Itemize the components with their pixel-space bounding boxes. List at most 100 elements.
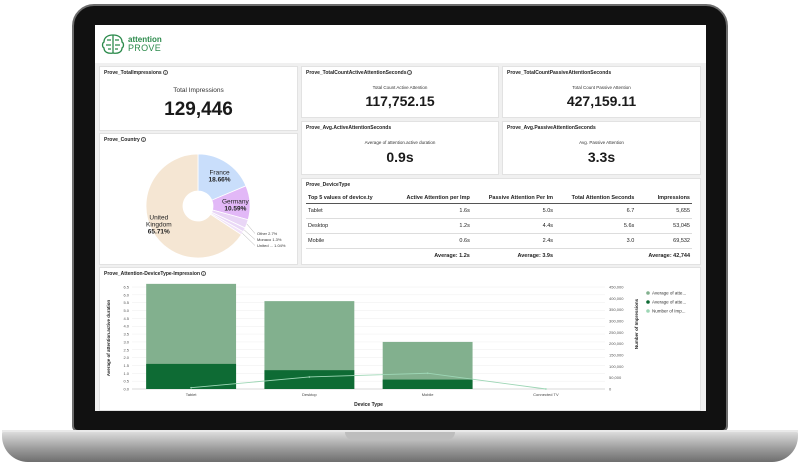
table-cell: 1.2s [389, 218, 472, 234]
metric-value: 129,446 [164, 99, 233, 120]
table-cell: 5,655 [636, 203, 692, 219]
table-cell: Desktop [306, 218, 390, 234]
y2-tick-label: 200,000 [609, 341, 624, 346]
impressions-point [308, 376, 311, 378]
impressions-point [190, 386, 193, 389]
table-cell: Mobile [306, 233, 390, 249]
y-axis-title: Average of attention.active duration [106, 299, 111, 376]
table-cell: 3.0 [555, 233, 637, 249]
table-cell: 2.4s [471, 233, 556, 249]
y-tick-label: 0.5 [123, 379, 129, 384]
x-tick-label: Connected TV [533, 392, 559, 397]
column-header-passive[interactable]: Passive Attention Per Im [471, 193, 556, 204]
x-tick-label: Mobile [422, 392, 435, 397]
brand-text: attention PROVE [128, 34, 162, 53]
brand-line1: attention [128, 34, 162, 44]
pie-leader-line [242, 233, 256, 246]
info-icon[interactable]: i [407, 70, 413, 76]
y-tick-label: 4.0 [123, 324, 129, 329]
metric-value: 3.3s [587, 149, 616, 165]
average-cell: Average: 42,744 [636, 248, 692, 263]
table-cell [555, 248, 637, 263]
metric-value: 117,752.15 [365, 93, 435, 109]
y-tick-label: 6.5 [123, 285, 129, 290]
metric-value: 427,159.11 [566, 93, 637, 109]
table-row[interactable]: Mobile 0.6s 2.4s 3.0 69,532 [306, 233, 692, 249]
y-tick-label: 1.0 [123, 371, 129, 376]
card-title: Prove_Avg.ActiveAttentionSeconds [306, 125, 392, 131]
pie-outside-label: Monaco 1.3% [257, 237, 282, 242]
info-icon[interactable]: i [201, 271, 207, 277]
pie-slice-value: 18.66% [209, 177, 231, 184]
y-tick-label: 3.5 [123, 332, 129, 337]
table-cell: 4.4s [471, 218, 556, 234]
avg-passive-card: Prove_Avg.PassiveAttentionSeconds Avg. P… [502, 121, 701, 175]
column-header-device[interactable]: Top 5 values of device.ty [306, 193, 390, 204]
y2-tick-label: 450,000 [609, 285, 624, 290]
y2-tick-label: 350,000 [609, 307, 624, 312]
pie-outside-label: Other 2.7% [257, 231, 278, 236]
country-card: Prove_Country i France 18.66% Germany 10.59%… [99, 133, 298, 265]
dashboard-screen: attention PROVE Prove_TotalImpressions i … [95, 25, 706, 411]
pie-slice-label: France [209, 170, 230, 177]
y2-tick-label: 150,000 [609, 353, 624, 358]
y-tick-label: 6.0 [123, 292, 129, 297]
brand-logo[interactable]: attention PROVE [101, 33, 162, 55]
bar-active-attention [264, 370, 355, 389]
table-header-row: Top 5 values of device.ty Active Attenti… [306, 193, 692, 204]
legend-label: Average of atte... [652, 300, 686, 305]
metric-label: Average of attention.active duration [364, 140, 436, 145]
y-tick-label: 4.5 [123, 316, 129, 321]
average-cell: Average: 3.9s [471, 248, 556, 263]
table-cell: 1.6s [389, 203, 472, 219]
info-icon[interactable]: i [162, 70, 168, 76]
attention-device-chart-card: Prove_Attention-DeviceType-Impression i 0… [99, 267, 701, 411]
y2-tick-label: 0 [609, 387, 612, 392]
card-title: Prove_Avg.PassiveAttentionSeconds [507, 125, 596, 131]
y2-axis-title: Number of Impressions [634, 298, 639, 349]
y2-tick-label: 250,000 [609, 330, 624, 335]
brain-logo-icon [101, 34, 125, 54]
table-row[interactable]: Desktop 1.2s 4.4s 5.6s 53,045 [306, 218, 692, 234]
card-title: Prove_DeviceType [306, 182, 351, 188]
y-tick-label: 5.5 [123, 300, 129, 305]
column-header-active[interactable]: Active Attention per Imp [389, 193, 472, 204]
column-header-impressions[interactable]: Impressions [636, 193, 692, 204]
table-cell [306, 248, 390, 263]
table-cell: 6.7 [555, 203, 637, 219]
pie-leader-line [246, 223, 256, 234]
y-tick-label: 0.0 [123, 387, 129, 392]
legend-label: Number of Imp... [652, 309, 686, 314]
table-cell: 5.0s [471, 203, 556, 219]
y2-tick-label: 100,000 [609, 364, 624, 369]
pie-slice-label: United [149, 215, 168, 222]
laptop-notch [345, 432, 455, 440]
impressions-point [426, 372, 429, 375]
x-tick-label: Desktop [302, 392, 317, 397]
column-header-total[interactable]: Total Attention Seconds [555, 193, 637, 204]
bar-active-attention [382, 379, 473, 389]
pie-slice-value: 65.71% [148, 229, 170, 236]
card-title: Prove_Attention-DeviceType-Impression i [104, 271, 207, 277]
metric-value: 0.9s [386, 149, 414, 165]
y2-tick-label: 300,000 [609, 319, 624, 324]
y-tick-label: 1.5 [123, 363, 129, 368]
pie-slice-label: Kingdom [146, 222, 172, 229]
y2-tick-label: 400,000 [609, 296, 624, 301]
passive-seconds-card: Prove_TotalCountPassiveAttentionSeconds … [502, 66, 701, 118]
legend-label: Average of atte... [652, 291, 686, 296]
y-tick-label: 3.0 [123, 339, 129, 344]
table-row[interactable]: Tablet 1.6s 5.0s 6.7 5,655 [306, 203, 692, 219]
info-icon[interactable]: i [140, 137, 146, 143]
card-title: Prove_Country i [104, 137, 146, 143]
impressions-point [544, 388, 547, 390]
x-tick-label: Tablet [186, 392, 198, 397]
card-title: Prove_TotalCountPassiveAttentionSeconds [507, 70, 612, 76]
metric-label: Total Count Passive Attention [572, 85, 631, 90]
top-bar: attention PROVE [95, 25, 706, 63]
device-type-table: Top 5 values of device.ty Active Attenti… [306, 193, 692, 263]
table-cell: 5.6s [555, 218, 637, 234]
metric-label: Avg. Passive Attention [579, 140, 624, 145]
